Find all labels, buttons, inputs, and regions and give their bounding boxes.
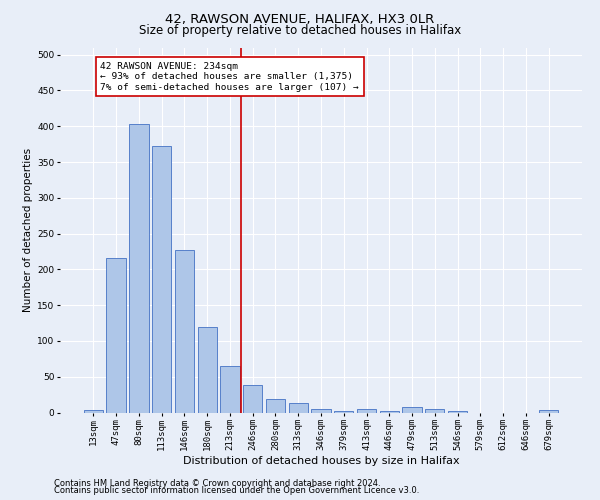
Text: 42 RAWSON AVENUE: 234sqm
← 93% of detached houses are smaller (1,375)
7% of semi: 42 RAWSON AVENUE: 234sqm ← 93% of detach… bbox=[100, 62, 359, 92]
Bar bbox=[175, 250, 194, 412]
Bar bbox=[357, 409, 376, 412]
Bar bbox=[425, 409, 445, 412]
Bar bbox=[266, 399, 285, 412]
X-axis label: Distribution of detached houses by size in Halifax: Distribution of detached houses by size … bbox=[182, 456, 460, 466]
Y-axis label: Number of detached properties: Number of detached properties bbox=[23, 148, 33, 312]
Bar bbox=[84, 410, 103, 412]
Bar bbox=[403, 408, 422, 412]
Bar bbox=[334, 411, 353, 412]
Text: 42, RAWSON AVENUE, HALIFAX, HX3 0LR: 42, RAWSON AVENUE, HALIFAX, HX3 0LR bbox=[166, 12, 434, 26]
Bar bbox=[380, 411, 399, 412]
Bar bbox=[197, 326, 217, 412]
Bar bbox=[311, 409, 331, 412]
Bar bbox=[129, 124, 149, 412]
Bar bbox=[539, 410, 558, 412]
Bar bbox=[289, 403, 308, 412]
Text: Size of property relative to detached houses in Halifax: Size of property relative to detached ho… bbox=[139, 24, 461, 37]
Text: Contains HM Land Registry data © Crown copyright and database right 2024.: Contains HM Land Registry data © Crown c… bbox=[54, 478, 380, 488]
Text: Contains public sector information licensed under the Open Government Licence v3: Contains public sector information licen… bbox=[54, 486, 419, 495]
Bar bbox=[152, 146, 172, 412]
Bar bbox=[448, 411, 467, 412]
Bar bbox=[243, 386, 262, 412]
Bar bbox=[106, 258, 126, 412]
Bar bbox=[220, 366, 239, 412]
